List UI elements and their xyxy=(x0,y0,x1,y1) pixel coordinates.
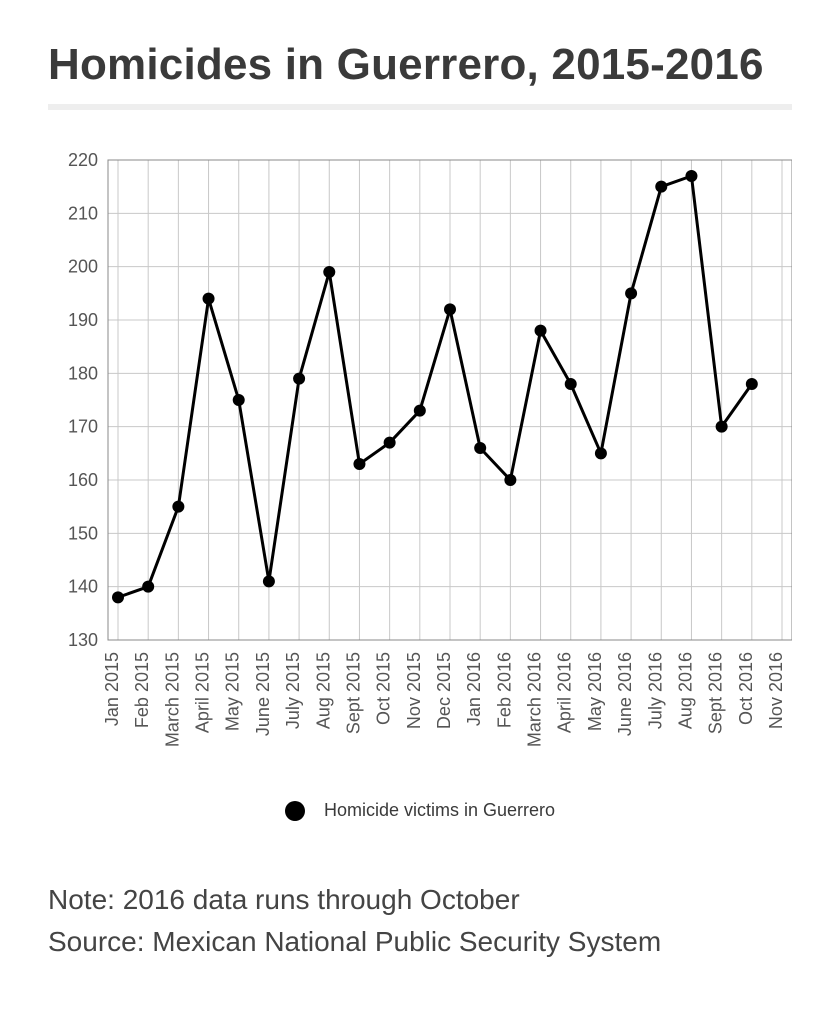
data-point xyxy=(384,437,396,449)
line-chart: 130 140 150 160 170 180 190 200 210 220 Jan 2015 Fe… xyxy=(48,150,792,770)
chart-notes: Note: 2016 data runs through October Sou… xyxy=(48,879,792,963)
x-tick-label: Oct 2016 xyxy=(736,652,756,725)
data-point xyxy=(625,287,637,299)
data-point xyxy=(172,501,184,513)
x-tick-label: Jan 2016 xyxy=(464,652,484,726)
x-tick-label: Jan 2015 xyxy=(102,652,122,726)
x-tick-label: June 2016 xyxy=(615,652,635,736)
x-tick-label: Nov 2015 xyxy=(404,652,424,729)
chart-legend: Homicide victims in Guerrero xyxy=(48,800,792,821)
x-tick-label: May 2016 xyxy=(585,652,605,731)
y-tick-label: 130 xyxy=(68,630,98,650)
x-tick-label: Nov 2016 xyxy=(766,652,786,729)
data-point xyxy=(655,181,667,193)
data-point xyxy=(565,378,577,390)
data-point xyxy=(746,378,758,390)
y-tick-label: 200 xyxy=(68,257,98,277)
data-point xyxy=(233,394,245,406)
source-line: Source: Mexican National Public Security… xyxy=(48,921,792,963)
chart-svg: 130 140 150 160 170 180 190 200 210 220 Jan 2015 Fe… xyxy=(48,150,792,770)
x-tick-label: Sept 2015 xyxy=(343,652,363,734)
data-point xyxy=(685,170,697,182)
data-point xyxy=(293,373,305,385)
x-tick-label: Aug 2015 xyxy=(313,652,333,729)
y-tick-label: 220 xyxy=(68,150,98,170)
data-point xyxy=(535,325,547,337)
data-point xyxy=(595,447,607,459)
x-tick-label: April 2016 xyxy=(555,652,575,733)
y-tick-label: 150 xyxy=(68,523,98,543)
x-tick-label: Sept 2016 xyxy=(706,652,726,734)
x-tick-label: Dec 2015 xyxy=(434,652,454,729)
data-point xyxy=(263,575,275,587)
x-tick-label: April 2015 xyxy=(193,652,213,733)
title-rule xyxy=(48,104,792,110)
x-tick-label: Aug 2016 xyxy=(675,652,695,729)
x-tick-label: July 2015 xyxy=(283,652,303,729)
x-tick-label: Feb 2015 xyxy=(132,652,152,728)
x-tick-label: March 2015 xyxy=(162,652,182,747)
data-point xyxy=(474,442,486,454)
x-tick-label: Feb 2016 xyxy=(494,652,514,728)
data-point xyxy=(444,303,456,315)
chart-title: Homicides in Guerrero, 2015-2016 xyxy=(48,40,792,90)
note-line: Note: 2016 data runs through October xyxy=(48,879,792,921)
data-point xyxy=(716,421,728,433)
legend-label: Homicide victims in Guerrero xyxy=(324,800,555,820)
data-point xyxy=(504,474,516,486)
y-tick-label: 190 xyxy=(68,310,98,330)
x-tick-label: Oct 2015 xyxy=(374,652,394,725)
x-tick-label: June 2015 xyxy=(253,652,273,736)
x-tick-label: July 2016 xyxy=(645,652,665,729)
page: Homicides in Guerrero, 2015-2016 1301401… xyxy=(0,0,840,1034)
data-point xyxy=(353,458,365,470)
x-tick-label: March 2016 xyxy=(525,652,545,747)
y-tick-label: 210 xyxy=(68,203,98,223)
data-point xyxy=(414,405,426,417)
legend-marker xyxy=(285,801,305,821)
y-tick-label: 170 xyxy=(68,417,98,437)
x-tick-label: May 2015 xyxy=(223,652,243,731)
y-tick-label: 160 xyxy=(68,470,98,490)
y-tick-label: 140 xyxy=(68,577,98,597)
data-point xyxy=(142,581,154,593)
data-point xyxy=(112,591,124,603)
data-point xyxy=(203,293,215,305)
data-point xyxy=(323,266,335,278)
y-tick-label: 180 xyxy=(68,363,98,383)
